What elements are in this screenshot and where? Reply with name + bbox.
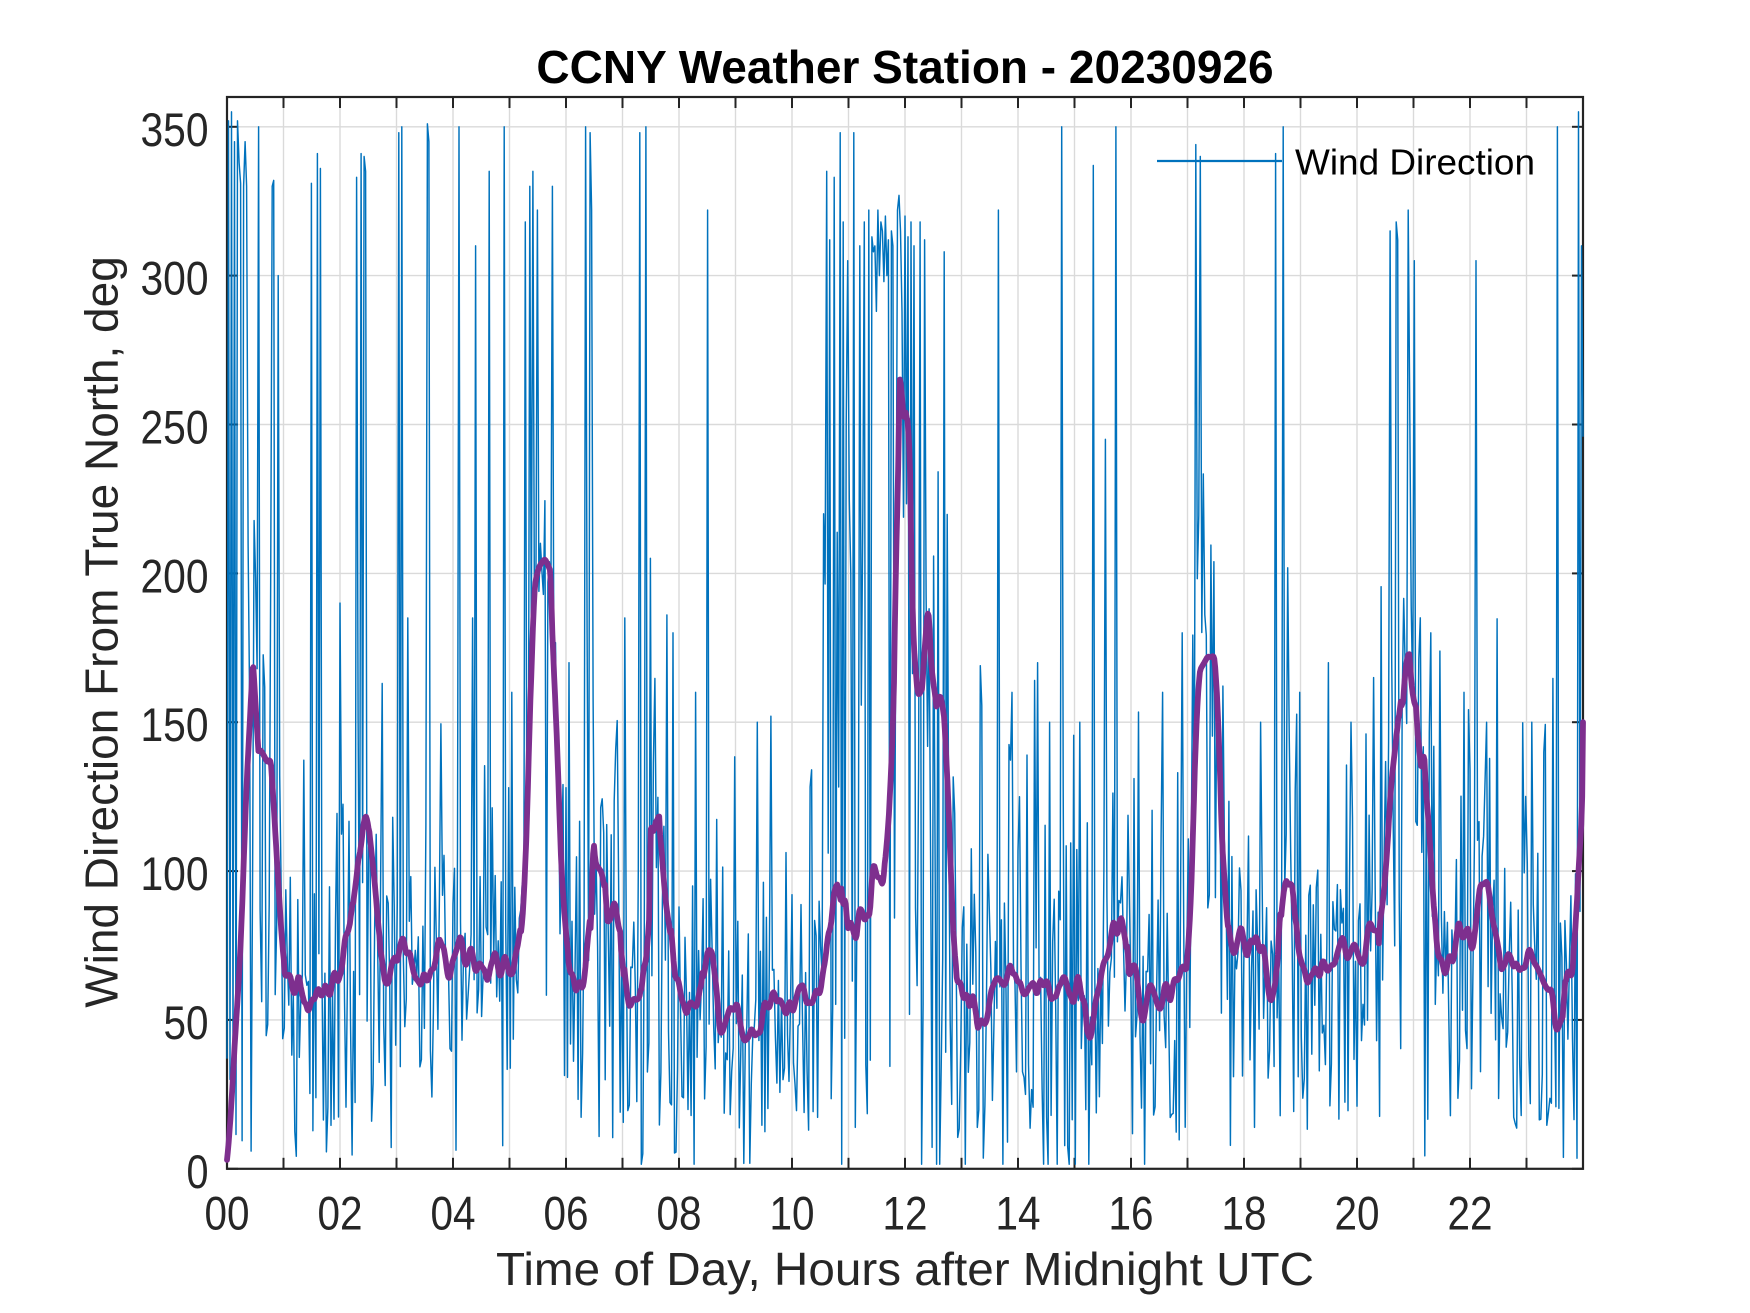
svg-text:20: 20	[1335, 1187, 1380, 1240]
svg-text:22: 22	[1448, 1187, 1493, 1240]
svg-text:04: 04	[431, 1187, 476, 1240]
svg-text:350: 350	[141, 103, 209, 156]
svg-text:14: 14	[996, 1187, 1041, 1240]
svg-text:200: 200	[141, 549, 209, 602]
svg-text:CCNY Weather Station - 2023092: CCNY Weather Station - 20230926	[536, 41, 1273, 93]
svg-text:16: 16	[1109, 1187, 1154, 1240]
svg-text:Wind Direction From True North: Wind Direction From True North, deg	[76, 256, 128, 1008]
svg-text:18: 18	[1222, 1187, 1267, 1240]
svg-text:Wind Direction: Wind Direction	[1295, 142, 1535, 183]
svg-text:100: 100	[141, 847, 209, 900]
svg-text:02: 02	[318, 1187, 363, 1240]
svg-text:00: 00	[205, 1187, 250, 1240]
svg-text:12: 12	[883, 1187, 928, 1240]
svg-text:150: 150	[141, 698, 209, 751]
svg-text:Time of Day, Hours after Midni: Time of Day, Hours after Midnight UTC	[496, 1243, 1314, 1295]
svg-text:06: 06	[544, 1187, 589, 1240]
svg-text:300: 300	[141, 252, 209, 305]
svg-text:50: 50	[164, 996, 209, 1049]
svg-text:08: 08	[657, 1187, 702, 1240]
svg-text:250: 250	[141, 401, 209, 454]
svg-text:0: 0	[187, 1145, 209, 1198]
svg-text:10: 10	[770, 1187, 815, 1240]
